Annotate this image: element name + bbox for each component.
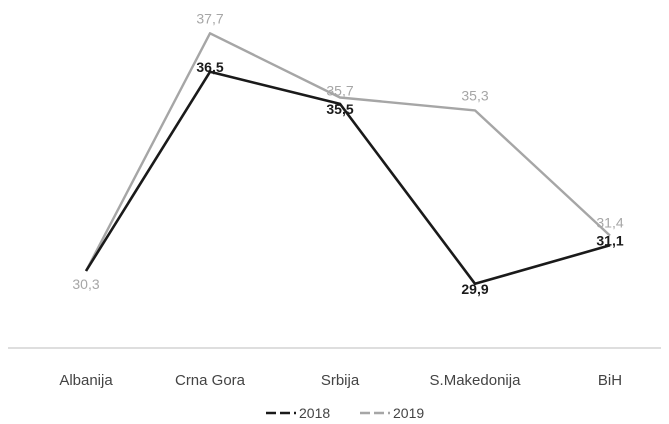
x-tick-label-2: Srbija	[321, 372, 360, 389]
legend-label-2018: 2018	[299, 405, 330, 421]
data-label-2019-3: 35,3	[461, 87, 488, 103]
data-label-layer: 36,5 35,5 29,9 31,1 30,3 37,7 35,7 35,3 31,4	[72, 10, 623, 297]
data-label-2019-2: 35,7	[326, 83, 353, 99]
legend-label-2019: 2019	[393, 405, 424, 421]
legend: 2018 2019	[266, 405, 424, 421]
data-label-2018-1: 36,5	[196, 59, 223, 75]
x-tick-label-1: Crna Gora	[175, 372, 246, 389]
x-tick-label-0: Albanija	[59, 372, 113, 389]
data-label-2018-4: 31,1	[596, 232, 623, 248]
series-layer	[84, 32, 611, 286]
data-label-2019-4: 31,4	[596, 215, 623, 231]
series-line-2019	[84, 32, 611, 272]
data-label-2019-0: 30,3	[72, 276, 99, 292]
x-tick-layer: Albanija Crna Gora Srbija S.Makedonija BiH	[59, 372, 622, 389]
data-label-2018-3: 29,9	[461, 281, 488, 297]
data-label-2018-2: 35,5	[326, 101, 353, 117]
x-tick-label-3: S.Makedonija	[430, 372, 522, 389]
data-label-2019-1: 37,7	[196, 10, 223, 26]
series-line-2018	[84, 70, 611, 286]
x-tick-label-4: BiH	[598, 372, 622, 389]
